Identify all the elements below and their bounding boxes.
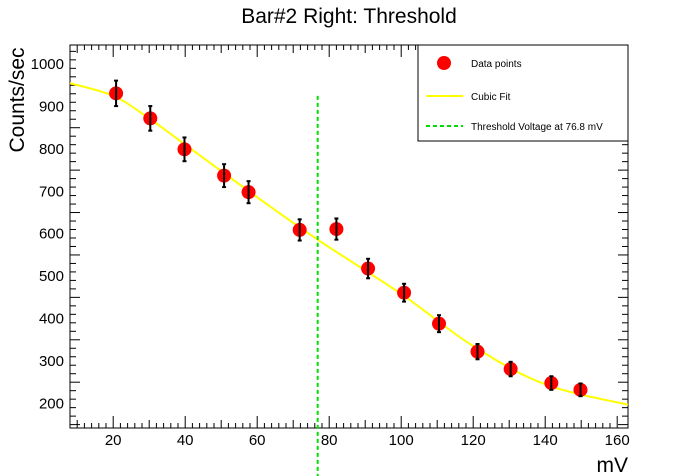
data-point [432,314,446,334]
data-point [503,360,518,378]
x-tick-label: 160 [605,432,630,449]
x-tick-label: 140 [533,432,558,449]
x-tick-label: 80 [321,432,338,449]
y-tick-label: 600 [39,226,64,243]
y-tick-label: 800 [39,141,64,158]
plot-frame [69,44,629,429]
data-point [470,343,485,361]
y-tick-label: 300 [39,353,64,370]
x-tick-label: 120 [461,432,486,449]
y-tick-label: 400 [39,311,64,328]
data-point [329,217,344,241]
legend-marker-data-points [437,56,451,70]
x-tick-label: 60 [249,432,266,449]
data-point [143,105,158,132]
data-points [109,79,588,398]
plot-area [69,79,629,476]
legend-label-cubic-fit: Cubic Fit [471,92,511,103]
data-point [573,382,588,398]
y-tick-label: 900 [39,99,64,116]
y-tick-label: 500 [39,268,64,285]
y-tick-label: 700 [39,183,64,200]
x-tick-label: 20 [105,432,122,449]
data-point [292,218,307,242]
chart-title: Bar#2 Right: Threshold [241,5,457,28]
x-tick-label: 40 [177,432,194,449]
data-point [544,375,559,391]
legend-label-data-points: Data points [471,59,522,70]
x-tick-label: 100 [389,432,414,449]
data-point [109,79,124,108]
data-point [177,136,192,163]
x-axis-label: mV [597,454,629,476]
data-point [361,257,376,280]
legend-box [417,44,629,142]
data-point [241,180,256,205]
legend-label-threshold: Threshold Voltage at 76.8 mV [471,122,603,133]
y-tick-label: 200 [39,395,64,412]
y-tick-label: 1000 [31,56,64,73]
data-point [217,163,232,189]
data-point [397,282,412,303]
y-axis-label: Counts/sec [6,47,29,152]
legend: Data points Cubic Fit Threshold Voltage … [417,44,629,142]
